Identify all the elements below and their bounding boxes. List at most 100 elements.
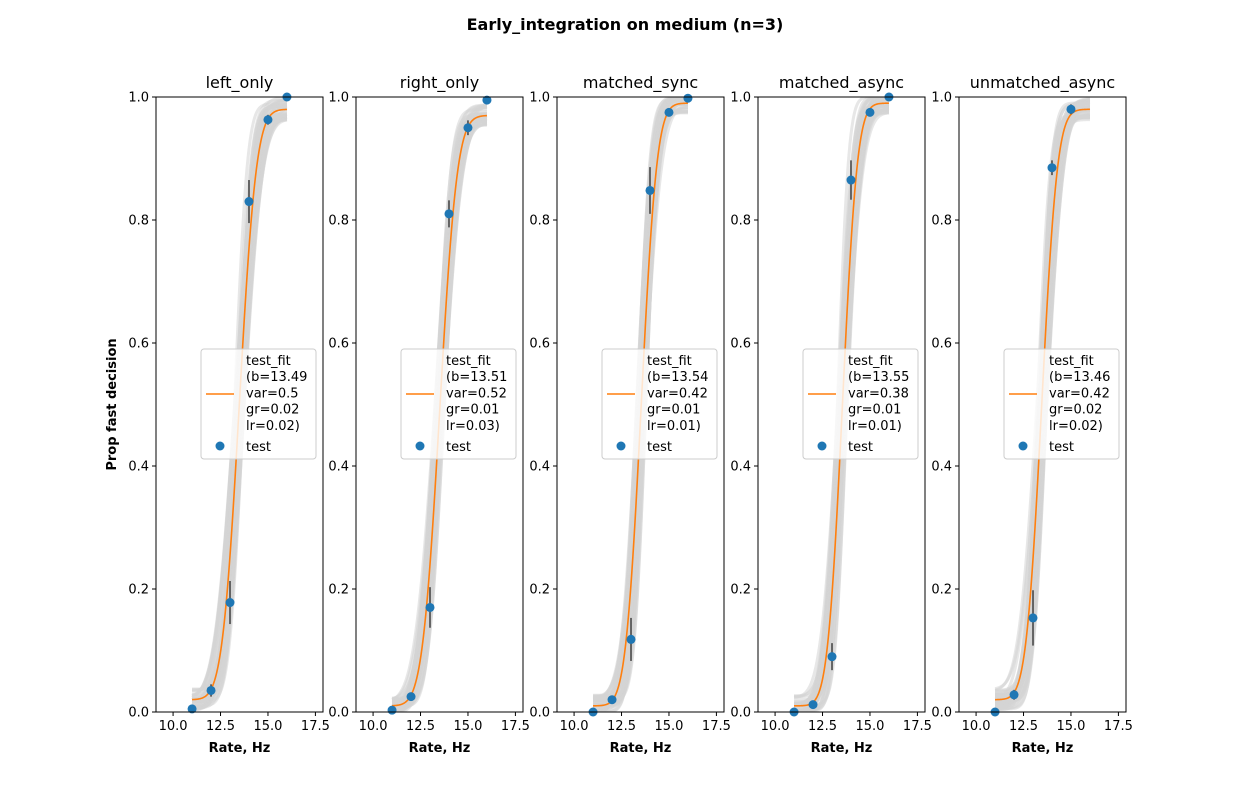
legend-points-swatch (215, 441, 225, 451)
x-tick-label: 12.5 (206, 719, 235, 734)
data-point (664, 107, 674, 117)
subplot-title: unmatched_async (970, 73, 1115, 93)
legend-fit-label: test_fit (b=13.55 var=0.38 gr=0.01 lr=0.01) (848, 354, 909, 434)
legend-fit-label-line: lr=0.03) (446, 419, 500, 434)
data-point (827, 652, 837, 662)
x-tick-label: 17.5 (903, 719, 932, 734)
data-point (1028, 613, 1038, 623)
y-tick-label: 1.0 (529, 91, 550, 106)
legend-fit-label: test_fit (b=13.51 var=0.52 gr=0.01 lr=0.03) (446, 354, 507, 434)
y-tick-label: 0.6 (128, 337, 149, 352)
data-point (683, 93, 693, 103)
legend-box (601, 348, 718, 460)
y-tick-label: 0.2 (328, 583, 349, 598)
y-tick-label: 0.0 (730, 706, 751, 721)
bootstrap-curve (192, 102, 287, 710)
y-tick-label: 0.4 (931, 460, 952, 475)
data-point (626, 634, 636, 644)
x-tick-label: 10.0 (962, 719, 991, 734)
x-axis-label: Rate, Hz (811, 741, 873, 756)
y-tick-label: 0.4 (730, 460, 751, 475)
legend-fit-label-line: gr=0.02 (1049, 403, 1102, 418)
data-point (808, 700, 818, 710)
legend-fit-label-line: var=0.42 (1049, 386, 1110, 401)
legend: test_fit (b=13.49 var=0.5 gr=0.02 lr=0.02)te… (200, 348, 317, 460)
y-tick-label: 0.8 (328, 214, 349, 229)
data-point (425, 602, 435, 612)
figure-title: Early_integration on medium (n=3) (467, 15, 784, 34)
bootstrap-curve (391, 113, 487, 708)
y-tick-label: 0.8 (931, 214, 952, 229)
legend-fit-label-line: var=0.52 (446, 386, 507, 401)
subplot-right-only: 10.0 12.5 15.0 17.5 0.0 0.2 0.4 0.6 0.8 1.0 right_… (328, 73, 530, 756)
legend-fit-label-line: lr=0.01) (848, 419, 902, 434)
subplot-title: matched_async (779, 73, 904, 93)
data-point (244, 197, 254, 207)
x-tick-label: 10.0 (359, 719, 388, 734)
legend-points-label: test (446, 440, 471, 455)
data-point (607, 695, 617, 705)
x-tick-label: 15.0 (453, 719, 482, 734)
legend-fit-label-line: lr=0.02) (1049, 419, 1103, 434)
legend-box (1003, 348, 1120, 460)
y-tick-label: 0.4 (529, 460, 550, 475)
legend-fit-label-line: test_fit (1049, 354, 1094, 369)
data-point (1066, 104, 1076, 114)
legend-points-label: test (848, 440, 873, 455)
subplot-title: right_only (400, 73, 479, 93)
y-tick-label: 0.0 (128, 706, 149, 721)
legend-fit-label-line: var=0.38 (848, 386, 909, 401)
x-axis-label: Rate, Hz (1012, 741, 1074, 756)
data-point (463, 123, 473, 133)
legend-fit-label-line: gr=0.02 (246, 403, 299, 418)
legend-points-swatch (1018, 441, 1028, 451)
data-point (1047, 163, 1057, 173)
y-tick-label: 1.0 (931, 91, 952, 106)
axes-frame (958, 96, 1127, 713)
y-tick-label: 0.4 (328, 460, 349, 475)
legend: test_fit (b=13.54 var=0.42 gr=0.01 lr=0.01)t… (601, 348, 718, 460)
legend-points-label: test (647, 440, 672, 455)
y-tick-label: 0.4 (128, 460, 149, 475)
legend-fit-label-line: lr=0.01) (647, 419, 701, 434)
legend-fit-label-line: test_fit (446, 354, 491, 369)
legend-fit-label: test_fit (b=13.46 var=0.42 gr=0.02 lr=0.02) (1049, 354, 1110, 434)
legend-points-swatch (817, 441, 827, 451)
y-axis-label: Prop fast decision (105, 338, 120, 470)
data-point (406, 692, 416, 702)
y-tick-label: 0.2 (931, 583, 952, 598)
data-point (225, 598, 235, 608)
legend-fit-label-line: test_fit (246, 354, 291, 369)
x-tick-label: 17.5 (1104, 719, 1133, 734)
legend-fit-label-line: gr=0.01 (848, 403, 901, 418)
y-tick-label: 0.8 (529, 214, 550, 229)
legend-fit-label-line: (b=13.54 (647, 370, 708, 385)
legend-points-swatch (616, 441, 626, 451)
data-point (187, 704, 197, 714)
legend-fit-label-line: lr=0.02) (246, 419, 300, 434)
legend-points-label: test (1049, 440, 1074, 455)
legend-fit-label: test_fit (b=13.49 var=0.5 gr=0.02 lr=0.02) (246, 354, 307, 434)
data-point (865, 107, 875, 117)
legend: test_fit (b=13.51 var=0.52 gr=0.01 lr=0.03)t… (400, 348, 517, 460)
x-tick-label: 15.0 (1056, 719, 1085, 734)
x-tick-label: 12.5 (607, 719, 636, 734)
legend-fit-label-line: (b=13.46 (1049, 370, 1110, 385)
x-tick-label: 15.0 (855, 719, 884, 734)
legend-fit-label-line: var=0.5 (246, 386, 299, 401)
x-tick-label: 17.5 (501, 719, 530, 734)
y-tick-label: 0.0 (931, 706, 952, 721)
y-tick-label: 0.6 (529, 337, 550, 352)
data-point (482, 95, 492, 105)
x-axis-label: Rate, Hz (409, 741, 471, 756)
legend-fit-label-line: test_fit (848, 354, 893, 369)
y-tick-label: 0.2 (128, 583, 149, 598)
x-tick-label: 10.0 (159, 719, 188, 734)
x-tick-label: 15.0 (654, 719, 683, 734)
axes-frame (757, 96, 926, 713)
legend: test_fit (b=13.46 var=0.42 gr=0.02 lr=0.02)t… (1003, 348, 1120, 460)
legend-box (400, 348, 517, 460)
x-tick-label: 12.5 (1009, 719, 1038, 734)
axes-frame (355, 96, 524, 713)
